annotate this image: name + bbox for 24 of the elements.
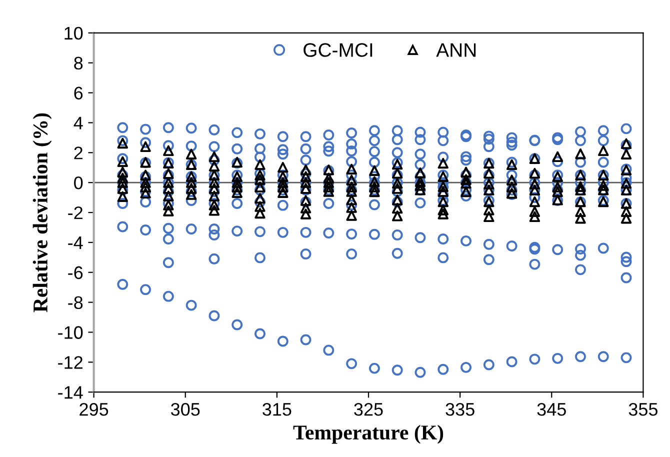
y-tick-label: 2: [74, 146, 82, 160]
y-tick-label: 6: [74, 86, 83, 100]
x-tick-label: 335: [446, 403, 474, 416]
y-tick-label: -6: [68, 266, 83, 280]
x-tick-label: 295: [80, 403, 108, 416]
y-tick-label: -8: [68, 296, 83, 310]
y-tick-label: -12: [58, 356, 82, 369]
legend-label: GC-MCI: [304, 43, 372, 57]
y-tick-label: -14: [58, 386, 83, 399]
x-tick-label: 345: [537, 403, 566, 416]
x-axis-title: Temperature (K): [293, 424, 444, 444]
y-tick-label: -4: [68, 236, 83, 249]
y-tick-label: 4: [74, 116, 83, 130]
legend-label: ANN: [436, 43, 476, 57]
y-tick-label: -2: [68, 206, 82, 220]
y-tick-label: -10: [58, 326, 83, 339]
y-tick-label: 8: [74, 56, 83, 70]
y-tick-label: 10: [64, 26, 83, 40]
x-tick-label: 355: [628, 403, 658, 416]
x-tick-label: 315: [262, 403, 292, 416]
x-tick-label: 305: [170, 403, 200, 416]
y-axis-title: Relative deviation (%): [32, 113, 52, 312]
y-tick-label: 0: [74, 176, 83, 190]
x-tick-label: 325: [354, 403, 383, 416]
